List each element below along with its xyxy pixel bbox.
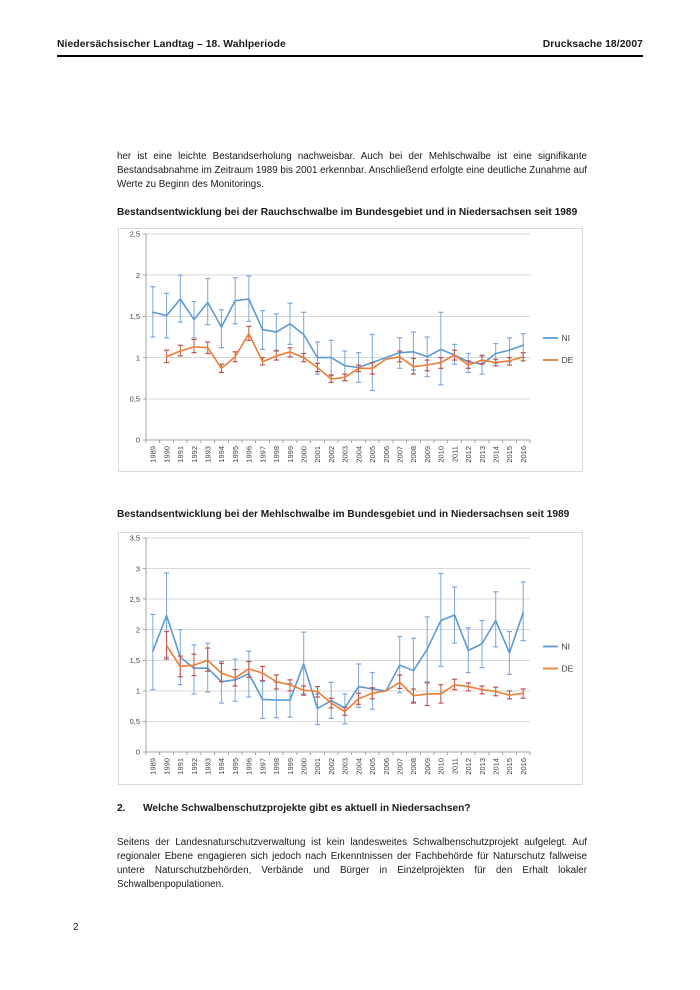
svg-text:2014: 2014 [492, 446, 501, 463]
header-left-text: Niedersächsischer Landtag – 18. Wahlperi… [57, 39, 286, 50]
svg-text:1995: 1995 [231, 446, 240, 463]
rauchschwalbe-chart: 0 0,5 1 1,5 2 2,5 1989 1990 1991 1992 1993 1994 1995… [130, 230, 574, 463]
svg-text:2001: 2001 [313, 446, 322, 463]
svg-text:1: 1 [136, 353, 140, 362]
svg-text:3,5: 3,5 [130, 534, 140, 543]
svg-text:1994: 1994 [217, 758, 226, 775]
svg-text:2001: 2001 [313, 758, 322, 775]
section-2-title: Welche Schwalbenschutzprojekte gibt es a… [143, 803, 471, 814]
svg-text:NI: NI [562, 333, 571, 343]
svg-text:2005: 2005 [368, 758, 377, 775]
svg-text:1,5: 1,5 [130, 312, 140, 321]
mehlschwalbe-chart: 0 0,5 1 1,5 2 2,5 3 3,5 1989 1990 1991 1992 1993 1994… [130, 534, 574, 775]
svg-text:2006: 2006 [382, 446, 391, 463]
svg-text:2004: 2004 [354, 446, 363, 463]
svg-text:2006: 2006 [382, 758, 391, 775]
svg-text:2000: 2000 [300, 446, 309, 463]
svg-text:2: 2 [136, 271, 140, 280]
svg-text:2: 2 [136, 625, 140, 634]
svg-text:1,5: 1,5 [130, 656, 140, 665]
svg-text:1989: 1989 [149, 758, 158, 775]
svg-text:1999: 1999 [286, 446, 295, 463]
svg-text:2007: 2007 [396, 446, 405, 463]
svg-text:2009: 2009 [423, 758, 432, 775]
svg-text:2000: 2000 [300, 758, 309, 775]
svg-text:1999: 1999 [286, 758, 295, 775]
svg-text:1992: 1992 [190, 758, 199, 775]
mehlschwalbe-chart-frame: 0 0,5 1 1,5 2 2,5 3 3,5 1989 1990 1991 1992 1993 1994… [118, 532, 583, 785]
svg-text:1995: 1995 [231, 758, 240, 775]
svg-text:2012: 2012 [464, 758, 473, 775]
svg-text:2015: 2015 [505, 446, 514, 463]
section-2-paragraph: Seitens der Landesnaturschutzverwaltung … [117, 836, 587, 891]
svg-text:2005: 2005 [368, 446, 377, 463]
svg-text:2013: 2013 [478, 758, 487, 775]
svg-text:DE: DE [562, 355, 574, 365]
svg-text:2011: 2011 [450, 758, 459, 774]
section-2-number: 2. [117, 803, 126, 814]
svg-text:1993: 1993 [204, 758, 213, 775]
svg-text:1998: 1998 [272, 446, 281, 463]
svg-text:2008: 2008 [409, 446, 418, 463]
svg-text:1996: 1996 [245, 446, 254, 463]
svg-text:2013: 2013 [478, 446, 487, 463]
svg-text:2010: 2010 [437, 446, 446, 463]
svg-text:1992: 1992 [190, 446, 199, 463]
svg-text:2008: 2008 [409, 758, 418, 775]
page-header: Niedersächsischer Landtag – 18. Wahlperi… [57, 39, 643, 50]
mehlschwalbe-chart-heading: Bestandsentwicklung bei der Mehlschwalbe… [117, 509, 570, 521]
svg-text:1991: 1991 [176, 446, 185, 463]
svg-text:1997: 1997 [258, 758, 267, 775]
svg-text:2007: 2007 [396, 758, 405, 775]
svg-text:1994: 1994 [217, 446, 226, 463]
svg-text:2016: 2016 [519, 758, 528, 775]
svg-text:1989: 1989 [149, 446, 158, 463]
svg-text:2003: 2003 [341, 446, 350, 463]
svg-text:0,5: 0,5 [130, 395, 140, 404]
svg-text:3: 3 [136, 564, 140, 573]
svg-text:2010: 2010 [437, 758, 446, 775]
svg-text:2014: 2014 [492, 758, 501, 775]
svg-text:1990: 1990 [162, 446, 171, 463]
svg-text:DE: DE [562, 663, 574, 673]
svg-text:1990: 1990 [162, 758, 171, 775]
svg-text:2,5: 2,5 [130, 230, 140, 239]
svg-text:NI: NI [562, 641, 571, 651]
svg-text:1991: 1991 [176, 758, 185, 775]
svg-text:1: 1 [136, 687, 140, 696]
svg-text:2002: 2002 [327, 758, 336, 775]
svg-text:2004: 2004 [354, 758, 363, 775]
svg-text:2015: 2015 [505, 758, 514, 775]
svg-text:1998: 1998 [272, 758, 281, 775]
svg-text:2009: 2009 [423, 446, 432, 463]
svg-text:2016: 2016 [519, 446, 528, 463]
rauchschwalbe-chart-heading: Bestandsentwicklung bei der Rauchschwalb… [117, 207, 578, 219]
intro-paragraph: her ist eine leichte Bestandserholung na… [117, 150, 588, 190]
svg-text:0: 0 [136, 436, 140, 445]
section-2-heading: 2. Welche Schwalbenschutzprojekte gibt e… [117, 803, 587, 814]
svg-text:2011: 2011 [450, 446, 459, 462]
svg-text:0: 0 [136, 748, 140, 757]
page-number: 2 [73, 922, 79, 933]
svg-text:1997: 1997 [258, 446, 267, 463]
svg-text:0,5: 0,5 [130, 717, 140, 726]
rauchschwalbe-chart-frame: 0 0,5 1 1,5 2 2,5 1989 1990 1991 1992 1993 1994 1995… [118, 228, 583, 472]
svg-text:2002: 2002 [327, 446, 336, 463]
svg-text:1996: 1996 [245, 758, 254, 775]
svg-text:2012: 2012 [464, 446, 473, 463]
svg-text:2003: 2003 [341, 758, 350, 775]
svg-text:1993: 1993 [204, 446, 213, 463]
svg-text:2,5: 2,5 [130, 595, 140, 604]
header-right-text: Drucksache 18/2007 [542, 39, 643, 50]
header-rule [57, 55, 643, 57]
